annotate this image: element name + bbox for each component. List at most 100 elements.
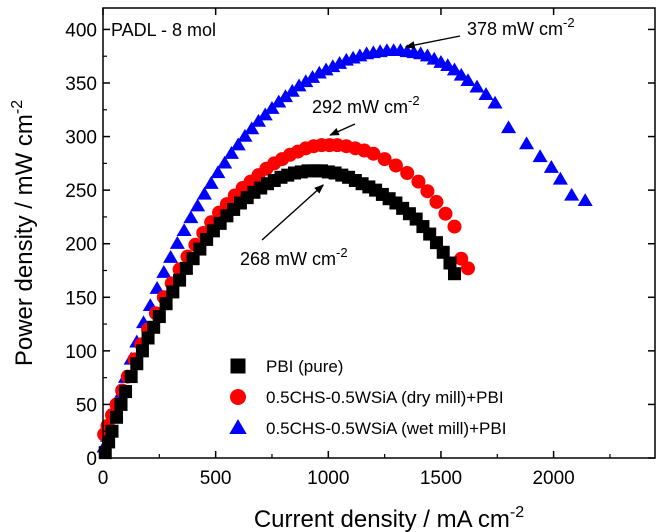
square-point <box>98 446 112 460</box>
triangle-point <box>163 249 179 263</box>
circle-point <box>447 219 462 234</box>
y-tick-label: 350 <box>65 74 97 95</box>
square-point <box>447 267 461 281</box>
legend-label: PBI (pure) <box>266 357 343 376</box>
circle-point <box>420 184 435 199</box>
series-square <box>98 164 461 460</box>
circle-point <box>460 261 475 276</box>
square-point <box>436 245 450 259</box>
square-point <box>124 370 138 384</box>
triangle-point <box>244 121 260 135</box>
annotation-arrow-wet <box>404 35 461 49</box>
x-tick-label: 1500 <box>420 468 462 489</box>
data-marks <box>96 43 593 460</box>
triangle-point <box>311 65 327 79</box>
circle-point <box>429 194 444 209</box>
y-tick-label: 150 <box>65 288 97 309</box>
x-tick-label: 500 <box>200 468 232 489</box>
triangle-point <box>332 56 348 69</box>
triangle-point <box>519 136 535 150</box>
triangle-point <box>577 193 593 207</box>
tick-labels: 0 500 1000 1500 2000 0 50 100 150 200 250 300 350 400 <box>65 20 574 489</box>
triangle-point <box>298 74 314 88</box>
annotation-arrow-pure <box>261 184 325 241</box>
y-tick-label: 300 <box>65 128 97 149</box>
triangle-point <box>264 101 280 114</box>
circle-point <box>388 158 403 173</box>
square-point <box>166 285 180 299</box>
panel-label: PADL - 8 mol <box>111 20 216 40</box>
plot-frame <box>102 7 656 459</box>
annotation-pure: 268 mW cm-2 <box>240 245 348 269</box>
triangle-point <box>149 281 165 294</box>
legend-marker-circle <box>230 389 246 405</box>
square-point <box>110 410 124 424</box>
circle-point <box>400 166 415 180</box>
triangle-point <box>552 171 568 185</box>
circle-point <box>377 152 392 167</box>
circle-point <box>411 174 426 189</box>
y-tick-label: 0 <box>86 449 97 470</box>
triangle-point <box>203 176 219 189</box>
triangle-point <box>478 87 494 100</box>
triangle-point <box>453 67 469 81</box>
square-point <box>105 424 119 438</box>
triangle-point <box>469 79 485 93</box>
triangle-point <box>250 113 267 127</box>
y-tick-label: 50 <box>76 395 97 416</box>
triangle-point <box>564 187 580 201</box>
axis-ticks <box>102 8 655 459</box>
square-point <box>147 320 161 334</box>
triangle-point <box>487 95 503 109</box>
triangle-point <box>237 128 253 142</box>
square-point <box>152 310 166 324</box>
triangle-point <box>291 78 307 92</box>
annotation-wet: 378 mW cm-2 <box>467 15 575 39</box>
triangle-point <box>460 73 476 87</box>
y-tick-label: 250 <box>65 181 97 202</box>
square-point <box>119 385 133 399</box>
triangle-point <box>223 146 239 159</box>
legend-marker-square <box>230 358 246 374</box>
triangle-point <box>318 62 334 76</box>
square-point <box>135 344 149 358</box>
legend-marker-triangle <box>229 419 247 434</box>
square-point <box>141 331 155 345</box>
x-tick-label: 2000 <box>532 468 574 489</box>
x-tick-label: 1000 <box>307 468 349 489</box>
triangle-point <box>257 107 273 121</box>
triangle-point <box>304 69 321 83</box>
triangle-point <box>325 59 341 73</box>
y-tick-label: 400 <box>65 20 97 41</box>
triangle-point <box>532 149 548 163</box>
x-axis-title: Current density / mA cm-2 <box>254 504 524 532</box>
square-point <box>443 256 457 270</box>
y-axis-title: Power density / mW cm-2 <box>9 100 38 366</box>
square-point <box>159 297 173 311</box>
triangle-point <box>217 155 233 169</box>
legend-label: 0.5CHS-0.5WSiA (wet mill)+PBI <box>266 419 506 438</box>
triangle-point <box>169 236 185 249</box>
triangle-point <box>156 264 172 278</box>
legend-label: 0.5CHS-0.5WSiA (dry mill)+PBI <box>266 388 504 407</box>
triangle-point <box>190 198 206 212</box>
triangle-point <box>446 62 463 76</box>
triangle-point <box>543 159 559 173</box>
legend: PBI (pure) 0.5CHS-0.5WSiA (dry mill)+PBI 0… <box>229 357 506 438</box>
circle-point <box>438 206 453 221</box>
triangle-point <box>501 120 517 134</box>
annotation-arrow-dry <box>329 123 356 136</box>
triangle-point <box>196 186 212 200</box>
y-tick-label: 200 <box>65 235 97 256</box>
triangle-point <box>210 165 226 179</box>
annotations: 268 mW cm-2 292 mW cm-2 378 mW cm-2 <box>240 15 575 269</box>
square-point <box>173 273 187 287</box>
circle-point <box>366 146 381 161</box>
triangle-point <box>183 210 199 224</box>
square-point <box>114 397 128 411</box>
annotation-dry: 292 mW cm-2 <box>312 93 420 117</box>
square-point <box>130 357 144 371</box>
triangle-point <box>230 137 246 151</box>
x-tick-label: 0 <box>98 468 109 489</box>
